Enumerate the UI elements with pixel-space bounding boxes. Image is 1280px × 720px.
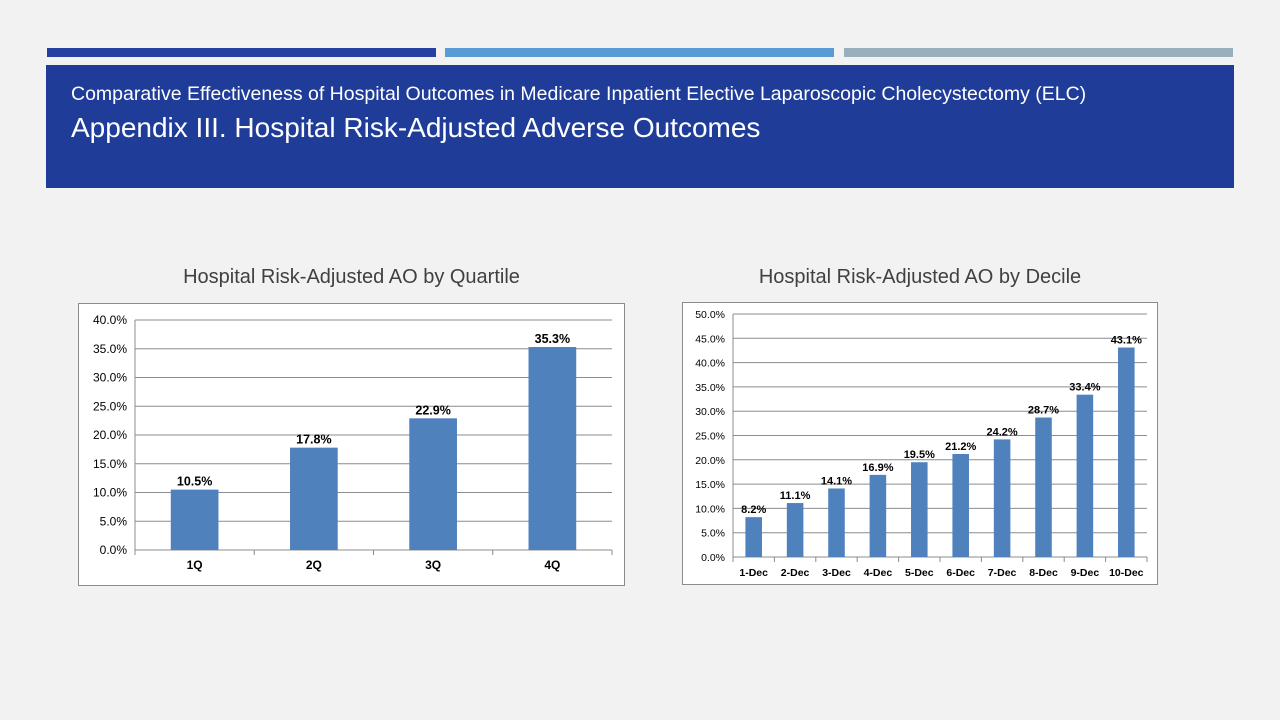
decile-bar <box>911 462 928 557</box>
quartile-data-label: 35.3% <box>535 332 570 346</box>
decile-y-tick-label: 30.0% <box>695 406 725 418</box>
decile-data-label: 16.9% <box>862 462 893 474</box>
decile-data-label: 21.2% <box>945 441 976 453</box>
decile-x-tick-label: 9-Dec <box>1071 567 1100 579</box>
decile-data-label: 19.5% <box>904 449 935 461</box>
decile-bar <box>1118 347 1135 557</box>
decile-y-tick-label: 0.0% <box>701 552 725 564</box>
slide-subtitle: Comparative Effectiveness of Hospital Ou… <box>71 83 1087 105</box>
decile-data-label: 8.2% <box>741 504 766 516</box>
decile-bar <box>993 439 1011 557</box>
decile-data-label: 33.4% <box>1069 382 1100 394</box>
quartile-bar <box>170 489 219 550</box>
decile-chart-svg: 0.0% 5.0% 10.0% 15.0% 20.0% 25.0% 30.0% 35.0% 40… <box>695 309 1148 579</box>
decile-x-tick-label: 8-Dec <box>1029 567 1058 579</box>
quartile-y-tick-label: 10.0% <box>93 486 127 500</box>
decile-chart-title: Hospital Risk-Adjusted AO by Decile <box>758 266 1082 288</box>
decile-y-tick-label: 10.0% <box>695 503 725 515</box>
decile-x-tick-label: 6-Dec <box>946 567 975 579</box>
decile-bar <box>828 488 845 557</box>
decile-bar <box>1076 394 1094 557</box>
accent-bar-light <box>844 48 1233 57</box>
decile-data-label: 43.1% <box>1111 335 1142 347</box>
quartile-bar <box>409 418 457 550</box>
decile-data-label: 14.1% <box>821 475 852 487</box>
quartile-y-tick-label: 20.0% <box>93 428 127 442</box>
decile-x-tick-label: 1-Dec <box>739 567 768 579</box>
decile-y-tick-label: 5.0% <box>701 528 725 540</box>
quartile-y-tick-label: 15.0% <box>93 457 127 471</box>
quartile-bar <box>290 447 338 550</box>
decile-y-tick-label: 45.0% <box>695 333 725 345</box>
accent-bar-mid <box>445 48 834 57</box>
quartile-y-tick-label: 40.0% <box>93 313 127 327</box>
quartile-data-label: 17.8% <box>296 433 331 447</box>
quartile-y-tick-label: 5.0% <box>100 514 128 528</box>
accent-bar-dark <box>47 48 436 57</box>
quartile-x-tick-label: 1Q <box>187 558 203 572</box>
decile-y-tick-label: 15.0% <box>695 479 725 491</box>
quartile-x-tick-label: 2Q <box>306 558 322 572</box>
quartile-y-tick-label: 0.0% <box>100 543 128 557</box>
quartile-x-tick-label: 3Q <box>425 558 441 572</box>
decile-data-label: 24.2% <box>986 426 1017 438</box>
decile-y-tick-label: 25.0% <box>695 431 725 443</box>
decile-y-tick-label: 35.0% <box>695 382 725 394</box>
decile-x-tick-label: 7-Dec <box>988 567 1017 579</box>
decile-x-tick-label: 10-Dec <box>1109 567 1144 579</box>
decile-bar <box>786 503 804 557</box>
quartile-x-tick-label: 4Q <box>544 558 560 572</box>
decile-data-label: 28.7% <box>1028 405 1059 417</box>
quartile-chart-title: Hospital Risk-Adjusted AO by Quartile <box>183 266 520 288</box>
decile-x-tick-label: 4-Dec <box>864 567 893 579</box>
decile-bar <box>1035 417 1052 557</box>
quartile-data-label: 22.9% <box>415 403 450 417</box>
quartile-data-label: 10.5% <box>177 475 212 489</box>
quartile-bar <box>528 347 577 550</box>
decile-bar <box>745 517 762 557</box>
quartile-y-tick-label: 35.0% <box>93 342 127 356</box>
decile-x-tick-label: 2-Dec <box>781 567 810 579</box>
decile-bar <box>869 474 887 557</box>
decile-y-tick-label: 50.0% <box>695 309 725 321</box>
decile-y-tick-label: 40.0% <box>695 358 725 370</box>
slide-title: Appendix III. Hospital Risk-Adjusted Adv… <box>71 112 761 143</box>
slide-header: Comparative Effectiveness of Hospital Ou… <box>46 65 1234 188</box>
decile-y-tick-label: 20.0% <box>695 455 725 467</box>
decile-data-label: 11.1% <box>780 490 811 502</box>
quartile-chart-svg: 0.0% 5.0% 10.0% 15.0% 20.0% 25.0% 30.0% 35.0% 40… <box>93 313 613 572</box>
decile-x-tick-label: 5-Dec <box>905 567 934 579</box>
decile-chart: 0.0% 5.0% 10.0% 15.0% 20.0% 25.0% 30.0% 35.0% 40… <box>682 302 1158 585</box>
decile-x-tick-label: 3-Dec <box>822 567 851 579</box>
decile-bar <box>952 453 969 557</box>
quartile-chart: 0.0% 5.0% 10.0% 15.0% 20.0% 25.0% 30.0% 35.0% 40… <box>78 303 625 586</box>
quartile-y-tick-label: 30.0% <box>93 371 127 385</box>
quartile-y-tick-label: 25.0% <box>93 399 127 413</box>
